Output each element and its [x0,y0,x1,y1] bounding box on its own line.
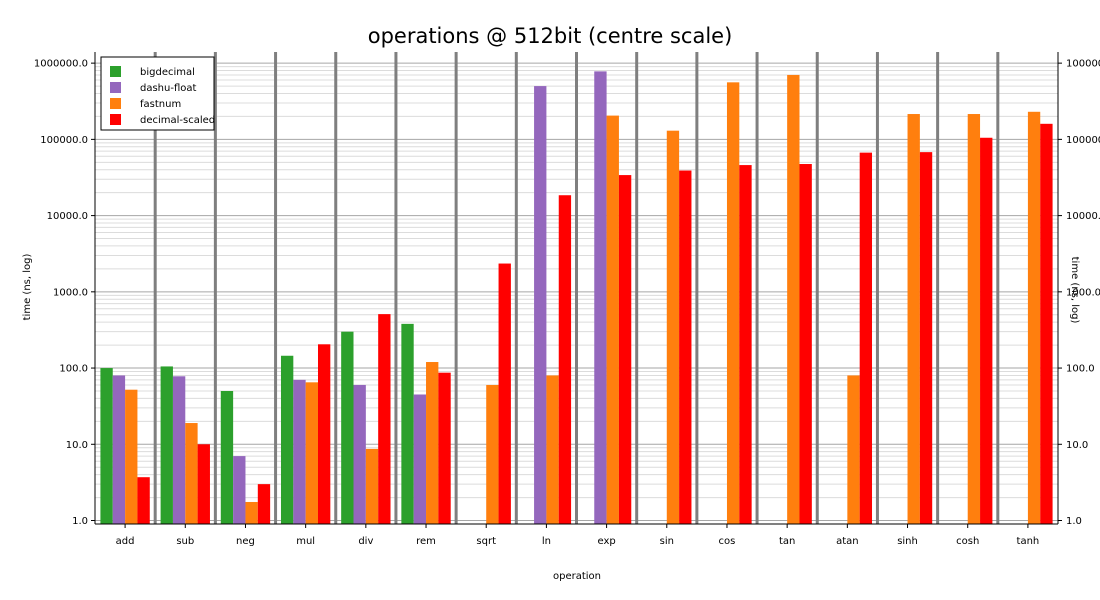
bar-neg-decimal-scaled [257,484,271,524]
bar-rem-decimal-scaled [438,372,451,524]
bar-rem-dashu-float [413,394,427,524]
y-tick-label-right: 1000000.0 [1066,59,1100,70]
bar-tanh-decimal-scaled [1040,123,1053,525]
legend-swatch-fastnum [110,98,121,109]
y-tick-label-left: 100000.0 [40,135,88,146]
bar-atan-fastnum [847,375,860,524]
bar-cosh-fastnum [967,114,981,524]
bar-mul-decimal-scaled [317,344,331,524]
bar-cosh-decimal-scaled [980,137,993,524]
x-tick-label-sinh: sinh [897,536,918,547]
bar-sin-fastnum [666,130,680,525]
bar-sub-bigdecimal [160,366,173,524]
bar-neg-dashu-float [233,456,246,524]
x-tick-label-div: div [358,536,373,547]
y-axis-right-ticks: 1.0 10.0 100.0 1000.0 10000.0 100000.0 1000000… [1058,59,1100,527]
x-tick-label-exp: exp [597,536,615,547]
x-axis-label: operation [553,571,601,582]
legend-swatch-dashu-float [110,82,121,93]
bar-div-decimal-scaled [378,314,391,524]
y-tick-label-right: 1000.0 [1066,287,1100,298]
x-tick-label-atan: atan [836,536,859,547]
bar-ln-dashu-float [534,86,547,525]
bar-exp-decimal-scaled [618,175,632,524]
x-tick-label-sin: sin [660,536,674,547]
legend: bigdecimal dashu-float fastnum decimal-scal… [100,56,215,131]
bar-add-fastnum [125,389,138,524]
y-tick-label-right: 100000.0 [1066,135,1100,146]
category-separators [153,52,1000,524]
bar-sqrt-decimal-scaled [498,263,511,524]
bar-ln-decimal-scaled [558,195,572,524]
bar-tan-fastnum [787,74,800,525]
bar-tan-decimal-scaled [799,164,812,524]
bar-div-bigdecimal [341,331,354,524]
bar-cos-decimal-scaled [739,165,752,524]
y-tick-label-right: 100.0 [1066,364,1095,375]
y-tick-label-left: 1000000.0 [34,59,88,70]
bar-add-dashu-float [112,375,126,524]
bar-add-bigdecimal [100,368,113,524]
bar-sin-decimal-scaled [679,170,692,524]
bar-rem-fastnum [426,362,439,524]
bar-div-fastnum [365,448,379,524]
x-tick-label-sub: sub [176,536,194,547]
bar-mul-dashu-float [293,379,306,524]
y-axis-label-left: time (ns, log) [22,254,33,321]
y-tick-label-left: 10000.0 [47,211,88,222]
legend-swatch-bigdecimal [110,66,121,77]
x-tick-label-mul: mul [296,536,315,547]
bar-sub-dashu-float [172,376,186,524]
bar-sub-fastnum [185,423,198,524]
x-tick-label-ln: ln [542,536,551,547]
y-axis-label-right: time (ns, log) [1069,257,1080,324]
bar-cos-fastnum [726,82,740,525]
y-tick-label-right: 10.0 [1066,440,1088,451]
y-tick-label-left: 1.0 [72,516,88,527]
y-tick-label-right: 1.0 [1066,516,1082,527]
bar-atan-decimal-scaled [859,152,873,524]
axes [94,52,1059,525]
bar-mul-bigdecimal [280,355,294,524]
x-tick-label-sqrt: sqrt [476,536,496,547]
bar-ln-fastnum [546,375,559,524]
bar-neg-fastnum [245,501,258,524]
legend-label-decimal-scaled: decimal-scaled [140,115,215,126]
chart-title: operations @ 512bit (centre scale) [368,24,733,48]
bar-tanh-fastnum [1027,111,1041,524]
bar-add-decimal-scaled [137,477,150,524]
legend-swatch-decimal-scaled [110,114,121,125]
bar-exp-dashu-float [594,71,607,525]
y-tick-label-left: 100.0 [59,364,88,375]
y-tick-label-right: 10000.0 [1066,211,1100,222]
x-tick-label-tan: tan [779,536,795,547]
bar-sinh-decimal-scaled [919,152,933,524]
y-tick-label-left: 10.0 [66,440,88,451]
bars [100,71,1053,525]
legend-label-dashu-float: dashu-float [140,83,197,94]
x-axis-ticks: add sub neg mul div rem sqrt ln exp sin cos tan atan… [116,524,1040,547]
x-tick-label-tanh: tanh [1017,536,1040,547]
y-axis-left-ticks: 1.0 10.0 100.0 1000.0 10000.0 100000.0 1000000… [34,59,95,527]
bar-neg-bigdecimal [220,391,234,524]
x-tick-label-cosh: cosh [956,536,979,547]
x-tick-label-cos: cos [719,536,736,547]
bar-exp-fastnum [606,115,619,525]
bar-div-dashu-float [353,384,366,524]
x-tick-label-neg: neg [236,536,255,547]
x-tick-label-add: add [116,536,135,547]
legend-label-fastnum: fastnum [140,99,181,110]
bar-mul-fastnum [305,382,318,524]
y-tick-label-left: 1000.0 [53,287,88,298]
bar-sqrt-fastnum [486,384,499,524]
bar-sinh-fastnum [907,114,920,524]
bar-sub-decimal-scaled [197,444,210,524]
legend-label-bigdecimal: bigdecimal [140,67,195,78]
x-tick-label-rem: rem [416,536,436,547]
bar-rem-bigdecimal [401,323,414,524]
